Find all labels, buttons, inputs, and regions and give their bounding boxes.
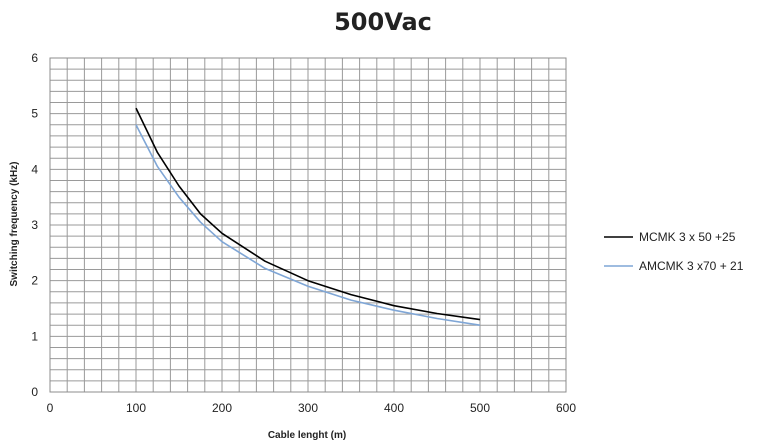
grid bbox=[49, 57, 567, 393]
y-tick-label: 6 bbox=[31, 51, 38, 65]
y-tick-label: 2 bbox=[31, 274, 38, 288]
legend: MCMK 3 x 50 +25 AMCMK 3 x70 + 21 bbox=[604, 230, 744, 273]
x-tick-label: 100 bbox=[126, 401, 146, 415]
y-axis-label: Switching frequency (kHz) bbox=[9, 161, 20, 286]
y-tick-label: 5 bbox=[31, 107, 38, 121]
x-tick-label: 400 bbox=[384, 401, 404, 415]
y-tick-label: 4 bbox=[31, 162, 38, 176]
x-tick-label: 200 bbox=[212, 401, 232, 415]
x-tick-label: 500 bbox=[470, 401, 490, 415]
chart-title: 500Vac bbox=[334, 8, 432, 36]
series-line-2 bbox=[135, 124, 481, 326]
y-tick-label: 0 bbox=[31, 385, 38, 399]
series-line-1 bbox=[135, 107, 481, 321]
x-tick-label: 300 bbox=[298, 401, 318, 415]
x-tick-label: 600 bbox=[556, 401, 576, 415]
series-lines bbox=[135, 107, 481, 326]
x-axis-ticks: 0 100 200 300 400 500 600 bbox=[47, 401, 577, 415]
y-axis-ticks: 0 1 2 3 4 5 6 bbox=[31, 51, 38, 399]
y-tick-label: 3 bbox=[31, 218, 38, 232]
x-tick-label: 0 bbox=[47, 401, 54, 415]
x-axis-label: Cable lenght (m) bbox=[268, 430, 346, 441]
y-tick-label: 1 bbox=[31, 329, 38, 343]
plot-area bbox=[49, 57, 567, 393]
legend-label: MCMK 3 x 50 +25 bbox=[639, 230, 736, 244]
legend-label: AMCMK 3 x70 + 21 bbox=[639, 259, 744, 273]
